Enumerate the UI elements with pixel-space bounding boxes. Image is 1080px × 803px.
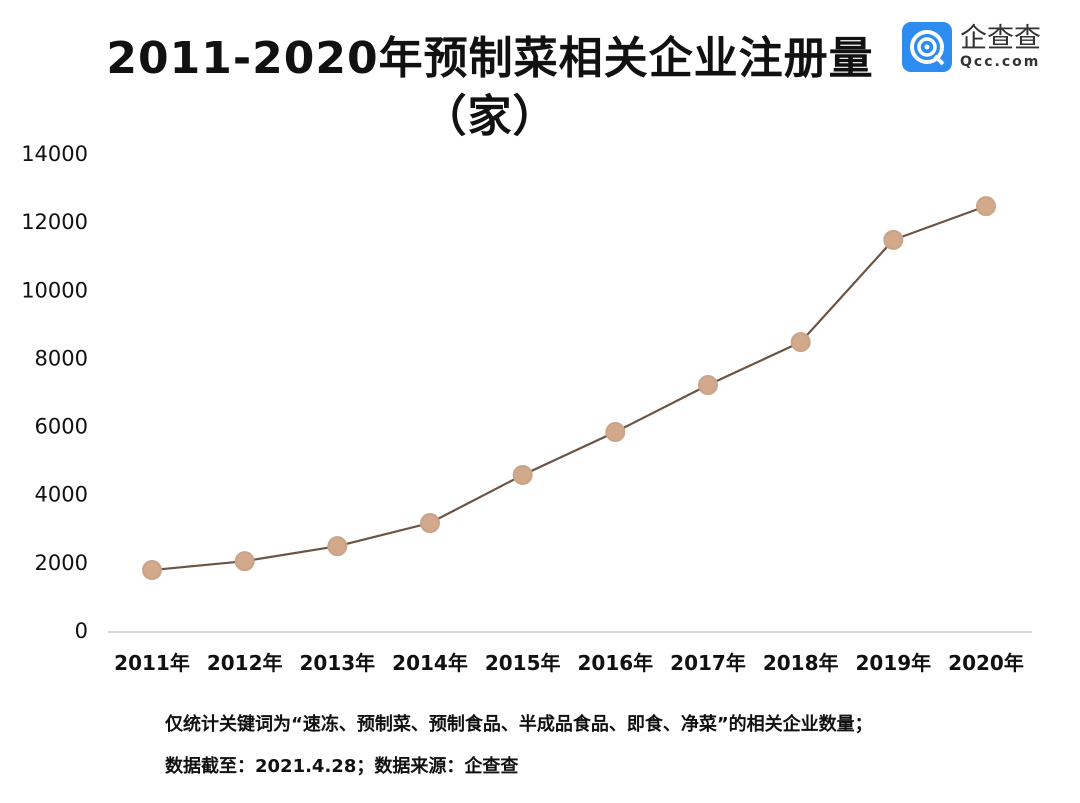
x-tick-label: 2019年 [855,651,931,675]
y-tick-label: 12000 [21,210,88,234]
data-point-2015年 [512,464,533,485]
y-tick-label: 4000 [35,483,88,507]
x-tick-label: 2020年 [948,651,1024,675]
data-point-2020年 [976,196,996,217]
logo-text-cn: 企查查 [960,23,1041,54]
data-point-2017年 [698,375,718,396]
y-tick-label: 8000 [35,346,88,370]
x-tick-label: 2017年 [670,651,746,675]
y-tick-label: 14000 [21,142,88,166]
data-point-2019年 [883,229,904,250]
data-point-2016年 [605,422,626,443]
y-tick-label: 10000 [21,278,88,302]
data-point-2018年 [790,332,811,353]
logo-text-en: Qcc.com [960,54,1041,70]
y-tick-label: 0 [75,619,88,643]
y-tick-label: 6000 [35,415,88,439]
x-tick-label: 2015年 [485,651,561,675]
x-tick-label: 2013年 [299,651,375,675]
series-line [151,205,987,572]
data-point-2013年 [327,536,348,557]
y-tick-label: 2000 [35,551,88,575]
qcc-logo: 企查查 Qcc.com [902,22,1041,72]
x-tick-label: 2011年 [114,651,190,675]
chart-title: 2011-2020年预制菜相关企业注册量 [106,33,874,84]
data-point-2012年 [234,551,255,572]
x-tick-label: 2012年 [207,651,283,675]
footnote-scope: 仅统计关键词为“速冻、预制菜、预制食品、半成品食品、即食、净菜”的相关企业数量； [165,714,873,735]
qcc-logo-icon [902,22,952,72]
x-tick-label: 2018年 [763,651,839,675]
footnote-source: 数据截至：2021.4.28；数据来源：企查查 [165,756,519,777]
x-tick-label: 2014年 [392,651,468,675]
line-chart: 0 2000 4000 6000 8000 10000 12000 14000 2011年 20… [21,142,1032,675]
data-point-2011年 [142,560,162,581]
x-tick-label: 2016年 [577,651,653,675]
data-point-2014年 [420,513,440,534]
chart-title-unit: （家） [422,91,558,142]
